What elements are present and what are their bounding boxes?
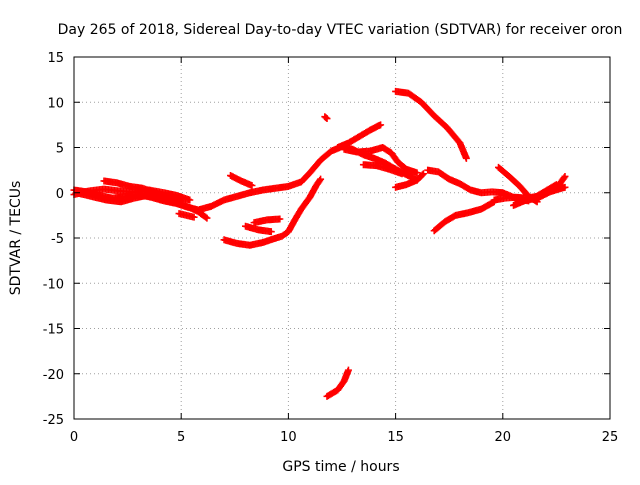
grid	[74, 57, 610, 419]
series-track-5	[175, 210, 198, 221]
series-track-11	[321, 113, 331, 123]
series-track-8	[227, 172, 256, 190]
data-point	[322, 114, 330, 122]
data-point	[317, 175, 325, 183]
data-point	[398, 170, 406, 178]
data-point	[276, 215, 284, 223]
x-tick-label: 25	[602, 430, 619, 445]
data-point	[316, 176, 324, 184]
x-tick-label: 20	[495, 430, 512, 445]
data-point	[186, 196, 194, 204]
data-point	[560, 174, 568, 182]
y-tick-label: -10	[43, 277, 64, 292]
x-tick-label: 5	[177, 430, 185, 445]
data-point	[203, 214, 211, 222]
data-point	[248, 182, 256, 190]
data-point	[561, 183, 569, 191]
data-point	[462, 154, 470, 162]
series-track-9	[250, 215, 284, 227]
data-point	[419, 170, 427, 178]
series-track-4	[70, 185, 194, 204]
x-tick-label: 15	[387, 430, 404, 445]
y-tick-label: -5	[51, 232, 64, 247]
data-point	[413, 169, 421, 177]
series-track-7	[242, 222, 275, 236]
x-tick-label: 10	[280, 430, 297, 445]
data-point	[344, 366, 352, 374]
y-tick-label: 10	[47, 96, 64, 111]
y-axis-label: SDTVAR / TECUs	[8, 181, 24, 296]
chart-title: Day 265 of 2018, Sidereal Day-to-day VTE…	[58, 22, 623, 38]
series-track-13	[340, 144, 421, 177]
y-tick-label: 15	[47, 51, 64, 66]
series-track-22	[510, 181, 560, 209]
y-tick-label: -20	[43, 368, 64, 383]
series-track-19	[495, 163, 541, 206]
series-track-10	[323, 366, 352, 400]
y-tick-label: 5	[56, 142, 64, 157]
series-track-14	[359, 161, 406, 178]
data-point	[561, 172, 569, 180]
data-point	[418, 171, 426, 179]
y-tick-label: -25	[43, 413, 64, 428]
series-track-16	[392, 87, 470, 162]
y-tick-label: 0	[56, 187, 64, 202]
series-track-17	[430, 198, 498, 235]
series-track-12	[334, 121, 385, 151]
data-series	[70, 87, 569, 400]
x-tick-label: 0	[70, 430, 78, 445]
data-point	[323, 115, 331, 123]
data-point	[552, 181, 560, 189]
data-point	[190, 213, 198, 221]
series-track-15	[392, 170, 427, 191]
data-point	[267, 228, 275, 236]
axes: 0 5 10 15 20 25 -25 -20 -15 -10 -5 0 5 10 15	[43, 51, 619, 445]
y-tick-label: -15	[43, 323, 64, 338]
series-track-6	[220, 175, 325, 249]
data-point	[202, 213, 210, 221]
data-point	[377, 121, 385, 129]
x-axis-label: GPS time / hours	[282, 459, 399, 475]
